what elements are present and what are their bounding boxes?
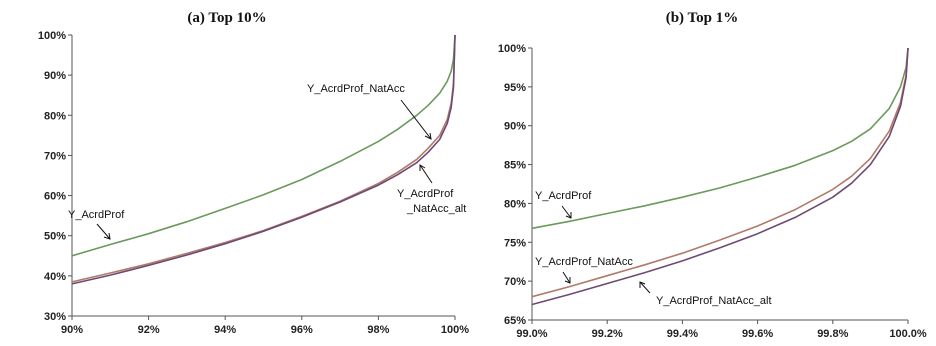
y-tick-label: 90% [44,70,66,82]
annotation-y-acrdprof-natacc: Y_AcrdProf_NatAcc [307,83,405,95]
y-tick-label: 100% [498,43,526,55]
x-tick-label: 99.0% [516,328,547,340]
panel-b-series: Y_AcrdProf Y_AcrdProf_NatAcc Y_AcrdProf_Na… [531,47,909,306]
arrowhead-b-y-acrdprof [565,212,572,219]
series-line-y-acrdprof: Y_AcrdProf [71,34,456,257]
panel-a-title: (a) Top 10% [187,10,266,26]
panel-a-series: Y_AcrdProf Y_AcrdProf_NatAccY_AcrdProf_Na… [71,34,456,285]
annotation-y-acrdprof-natacc-alt-line2: _NatAcc_alt [406,203,466,215]
y-tick-label: 75% [504,237,526,249]
panel-b-axes [528,47,909,324]
panel-a-annotations: Y_AcrdProf Y_AcrdProf_NatAcc Y_AcrdProf … [68,83,466,240]
x-tick-label: 98% [367,324,389,336]
x-tick-label: 90% [61,324,83,336]
arrow-b-y-acrdprof [561,205,572,219]
y-tick-label: 50% [44,231,66,243]
series-line-y-acrdprof-natacc-alt: Y_AcrdProf_NatAcc_alt [71,34,456,285]
x-tick-label: 100.0% [889,328,927,340]
y-tick-label: 65% [504,315,526,327]
y-tick-label: 80% [44,110,66,122]
arrowhead-y-acrdprof-natacc-alt [419,164,426,171]
y-tick-label: 70% [44,150,66,162]
series-line-y-acrdprof-natacc: Y_AcrdProf_NatAcc [531,47,909,298]
arrow-b-y-acrdprof-natacc [562,271,571,284]
y-tick-label: 60% [44,191,66,203]
arrowhead-b-y-acrdprof-natacc [564,277,571,284]
annotation-b-y-acrdprof-natacc-alt: Y_AcrdProf_NatAcc_alt [656,295,772,307]
series-line-y-acrdprof-natacc: Y_AcrdProf_NatAcc [71,34,456,283]
annotation-b-y-acrdprof-natacc: Y_AcrdProf_NatAcc [535,256,633,268]
x-tick-label: 99.8% [817,328,848,340]
panel-b-annotations: Y_AcrdProf Y_AcrdProf_NatAcc Y_AcrdProf_… [535,190,772,307]
series-line-y-acrdprof: Y_AcrdProf [531,47,909,230]
x-tick-label: 99.6% [742,328,773,340]
y-tick-label: 80% [504,198,526,210]
y-tick-label: 85% [504,160,526,172]
arrowhead-y-acrdprof-natacc [424,132,432,140]
y-tick-label: 95% [504,82,526,94]
arrowhead-y-acrdprof [103,232,111,240]
y-tick-label: 90% [504,121,526,133]
arrowhead-b-y-acrdprof-natacc-alt [639,281,646,288]
arrow-y-acrdprof-natacc-alt [419,164,433,184]
arrow-b-y-acrdprof-natacc-alt [639,281,651,294]
arrow-y-acrdprof-natacc [400,99,432,140]
arrow-y-acrdprof [96,223,111,240]
panel-b-title: (b) Top 1% [666,10,739,26]
annotation-y-acrdprof: Y_AcrdProf [68,209,125,221]
panel-b-tick-labels: 65% 70% 75% 80% 85% 90% 95% 100% 99.0% 99.2% 99.4%… [498,43,927,340]
x-tick-label: 99.4% [667,328,698,340]
x-tick-label: 92% [138,324,160,336]
y-tick-label: 70% [504,276,526,288]
panel-a-axes [68,34,456,320]
panel-top-1: (b) Top 1% 65% 70% 75% 80% 85% 90% 95% 100% 99.0… [498,10,927,340]
y-tick-label: 100% [38,30,66,42]
panel-top-10: (a) Top 10% 30% 40% 50% 60% 70% 80% 90% 100% 90%… [38,10,469,336]
x-tick-label: 99.2% [592,328,623,340]
annotation-y-acrdprof-natacc-alt-line1: Y_AcrdProf [397,188,454,200]
x-tick-label: 94% [214,324,236,336]
x-tick-label: 100% [441,324,469,336]
series-line-y-acrdprof-natacc-alt: Y_AcrdProf_NatAcc_alt [531,47,909,306]
y-tick-label: 40% [44,271,66,283]
panel-a-tick-labels: 30% 40% 50% 60% 70% 80% 90% 100% 90% 92% 94% 96% 98%… [38,30,469,336]
x-tick-label: 96% [291,324,313,336]
y-tick-label: 30% [44,311,66,323]
annotation-b-y-acrdprof: Y_AcrdProf [535,190,592,202]
